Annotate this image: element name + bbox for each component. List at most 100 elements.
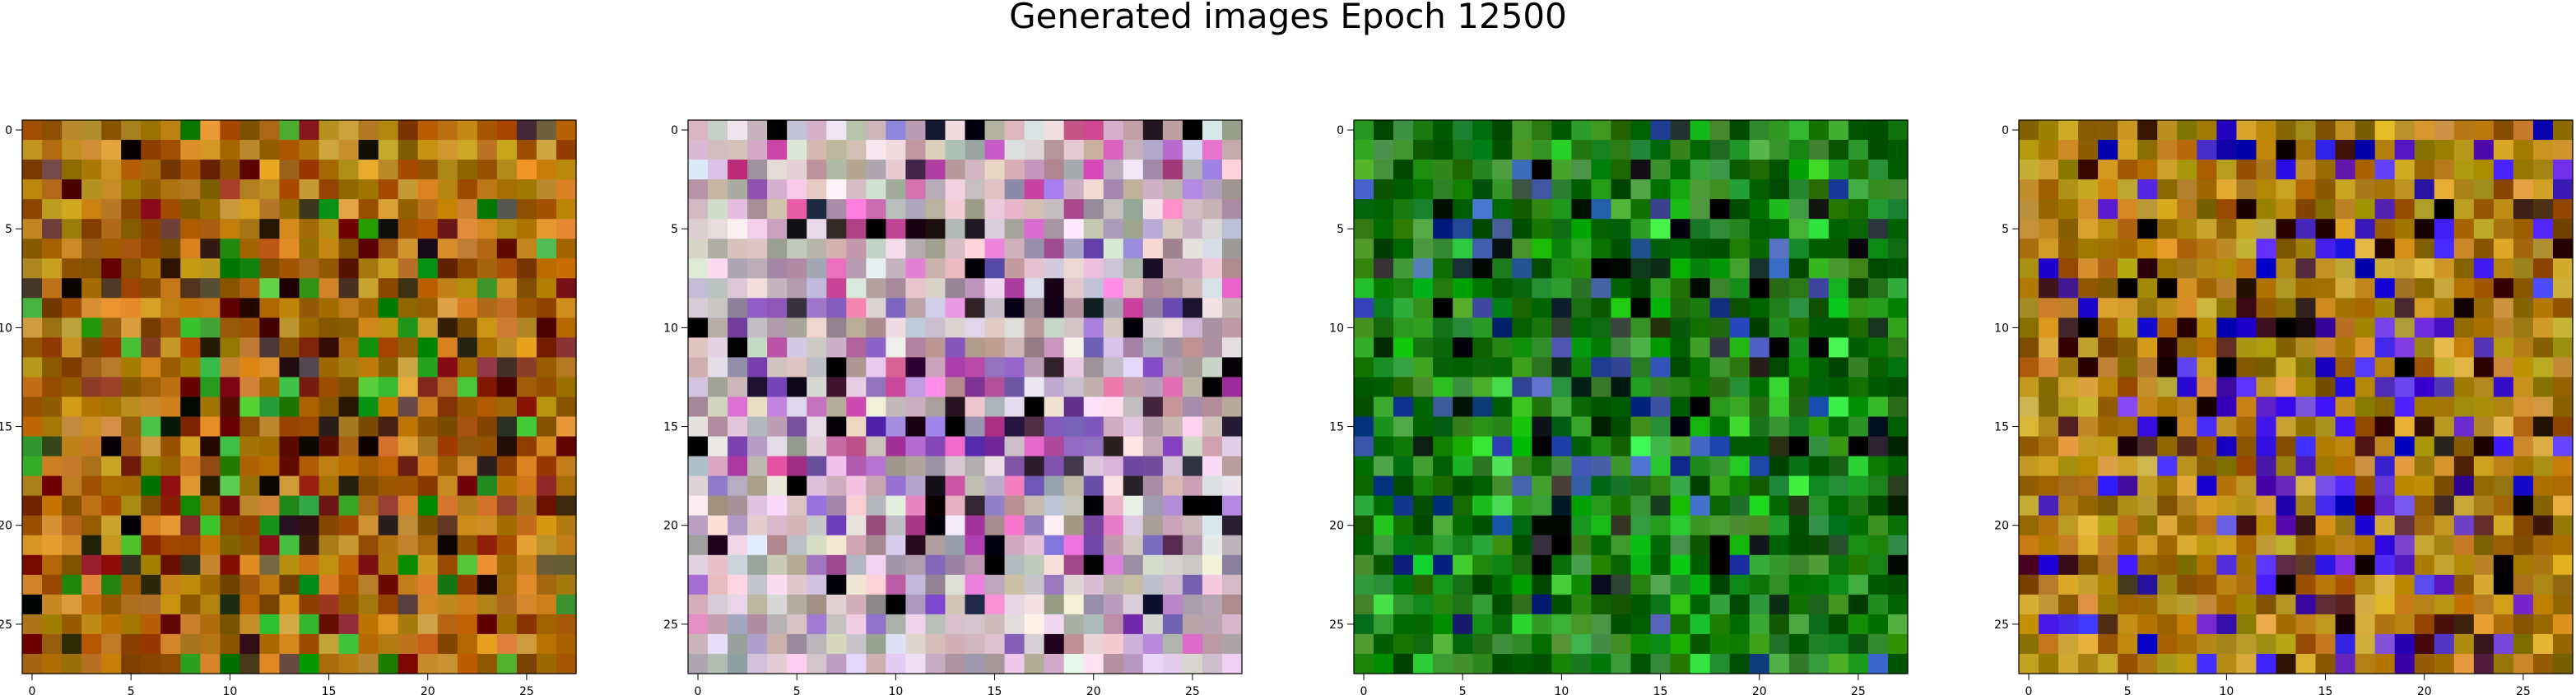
pixel-cell [2295, 377, 2317, 398]
pixel-cell [2197, 554, 2217, 576]
pixel-cell [1769, 377, 1790, 398]
pixel-cell [2453, 436, 2475, 457]
pixel-cell [2276, 179, 2297, 200]
pixel-cell [220, 574, 240, 595]
pixel-cell [1690, 633, 1711, 655]
pixel-cell [1591, 120, 1612, 141]
pixel-cell [477, 120, 498, 141]
x-tick-label: 5 [2124, 685, 2132, 695]
pixel-cell [2236, 199, 2257, 220]
pixel-cell [1354, 298, 1374, 318]
pixel-cell [1808, 614, 1830, 635]
pixel-cell [2078, 554, 2099, 576]
pixel-cell [2118, 633, 2138, 655]
pixel-cell [378, 258, 399, 279]
pixel-cell [846, 475, 867, 497]
pixel-cell [1024, 614, 1045, 635]
pixel-cell [141, 140, 161, 160]
pixel-cell [2019, 535, 2039, 556]
pixel-cell [728, 317, 748, 338]
pixel-cell [2295, 614, 2317, 635]
pixel-cell [1453, 239, 1473, 259]
pixel-cell [826, 337, 847, 359]
pixel-cell [1512, 258, 1532, 279]
pixel-cell [180, 179, 201, 200]
pixel-cell [536, 278, 557, 299]
y-tick-label: 0 [2002, 124, 2009, 137]
pixel-cell [945, 357, 966, 378]
pixel-cell [886, 179, 906, 200]
pixel-cell [1611, 140, 1632, 160]
pixel-cell [2039, 495, 2059, 517]
pixel-cell [925, 495, 946, 517]
pixel-cell [1848, 377, 1869, 398]
pixel-cell [2414, 337, 2435, 359]
pixel-cell [398, 298, 419, 318]
pixel-cell [1162, 535, 1183, 556]
pixel-cell [437, 436, 458, 457]
pixel-cell [239, 278, 261, 299]
pixel-cell [1551, 535, 1572, 556]
pixel-cell [1492, 239, 1513, 259]
pixel-cell [1393, 278, 1414, 299]
pixel-cell [279, 456, 300, 477]
pixel-cell [1393, 140, 1414, 160]
pixel-cell [1221, 317, 1243, 338]
pixel-cell [2118, 653, 2138, 674]
pixel-cell [42, 258, 63, 279]
pixel-cell [496, 160, 518, 180]
pixel-cell [925, 239, 946, 259]
pixel-cell [1202, 377, 1223, 398]
pixel-cell [556, 377, 577, 398]
pixel-cell [2414, 219, 2435, 239]
pixel-cell [1182, 436, 1203, 457]
pixel-cell [42, 396, 63, 418]
pixel-cell [747, 574, 768, 595]
pixel-cell [1512, 456, 1532, 477]
pixel-cell [1788, 199, 1810, 220]
pixel-cell [2236, 614, 2257, 635]
pixel-cell [378, 120, 399, 141]
pixel-cell [2355, 574, 2376, 595]
pixel-cell [1374, 495, 1394, 517]
pixel-cell [2118, 298, 2138, 318]
pixel-cell [2216, 298, 2237, 318]
pixel-cell [965, 574, 986, 595]
pixel-cell [2355, 495, 2376, 517]
pixel-cell [477, 456, 498, 477]
pixel-cell [728, 633, 748, 655]
pixel-cell [826, 179, 847, 200]
pixel-cell [1887, 396, 1909, 418]
pixel-cell [1063, 357, 1085, 378]
pixel-cell [378, 317, 399, 338]
pixel-cell [239, 614, 261, 635]
pixel-cell [2098, 594, 2118, 615]
pixel-cell [1024, 179, 1045, 200]
pixel-cell [945, 140, 966, 160]
pixel-cell [846, 456, 867, 477]
pixel-cell [180, 239, 201, 259]
pixel-cell [905, 495, 927, 517]
pixel-cell [2039, 515, 2059, 536]
pixel-cell [1591, 653, 1612, 674]
pixel-cell [2473, 416, 2495, 438]
pixel-cell [2394, 298, 2416, 318]
pixel-cell [1709, 633, 1731, 655]
pixel-cell [2552, 199, 2574, 220]
pixel-cell [2414, 239, 2435, 259]
pixel-cell [2355, 475, 2376, 497]
pixel-cell [556, 574, 577, 595]
pixel-cell [496, 594, 518, 615]
pixel-cell [1472, 614, 1493, 635]
pixel-cell [2197, 456, 2217, 477]
pixel-cell [1611, 416, 1632, 438]
pixel-cell [1611, 258, 1632, 279]
pixel-cell [1024, 298, 1045, 318]
x-tick-label: 5 [1459, 685, 1467, 695]
pixel-cell [1044, 594, 1065, 615]
pixel-cell [1650, 377, 1672, 398]
pixel-cell [1103, 495, 1124, 517]
pixel-cell [299, 199, 320, 220]
pixel-cell [1848, 475, 1869, 497]
pixel-cell [866, 594, 886, 615]
